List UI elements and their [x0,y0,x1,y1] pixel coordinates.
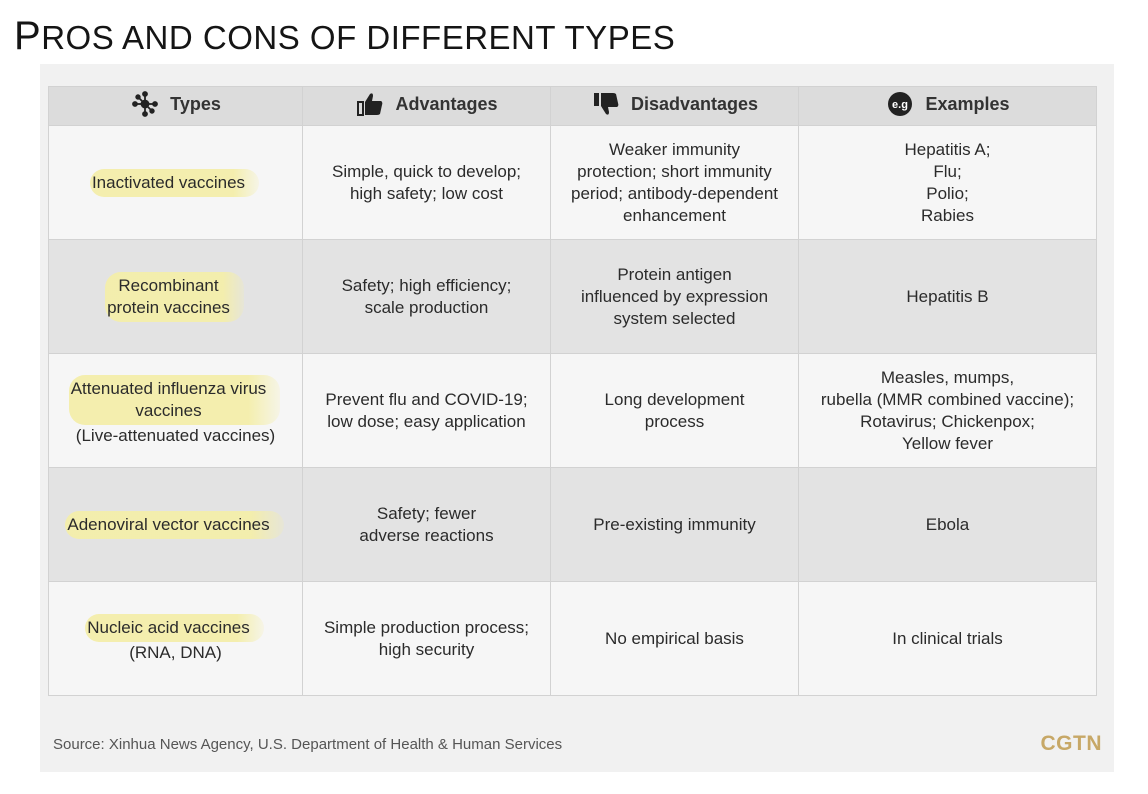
table-row: Adenoviral vector vaccines Safety; fewer… [48,467,1097,582]
examples-cell: Ebola [798,467,1097,582]
thumbs-down-icon [591,91,621,117]
comparison-table: Types Advantages [48,86,1097,696]
advantages-cell: Prevent flu and COVID-19; low dose; easy… [302,353,551,468]
examples-cell: In clinical trials [798,581,1097,696]
thumbs-up-icon [355,91,385,117]
page-title: PROS AND CONS OF DIFFERENT TYPES [14,8,675,66]
disadvantages-line: influenced by expression [580,286,769,306]
disadvantages-line: Pre-existing immunity [593,514,756,534]
advantages-line: Prevent flu and COVID-19; [325,389,528,409]
examples-line: Hepatitis B [906,286,989,306]
examples-line: Flu; [933,161,962,181]
header-examples: e.g Examples [798,86,1097,126]
source-note: Source: Xinhua News Agency, U.S. Departm… [53,736,563,753]
type-cell: Nucleic acid vaccines (RNA, DNA) [48,581,303,696]
advantages-cell: Safety; fewer adverse reactions [302,467,551,582]
advantages-line: high security [378,639,475,659]
table-row: Attenuated influenza virus vaccines (Liv… [48,353,1097,468]
type-label: protein vaccines [107,297,230,317]
eg-badge-icon: e.g [885,91,915,117]
examples-cell: Hepatitis B [798,239,1097,354]
header-disadvantages: Disadvantages [550,86,799,126]
advantages-line: adverse reactions [359,525,494,545]
disadvantages-line: No empirical basis [605,628,744,648]
advantages-line: low dose; easy application [327,411,526,431]
type-highlight: Inactivated vaccines [89,168,260,197]
advantages-cell: Safety; high efficiency; scale productio… [302,239,551,354]
disadvantages-line: protection; short immunity [577,161,772,181]
type-highlight: Recombinant protein vaccines [105,271,244,322]
type-label: Attenuated influenza virus [70,378,267,398]
examples-cell: Measles, mumps, rubella (MMR combined va… [798,353,1097,468]
eg-badge-text: e.g [893,99,909,111]
advantages-line: Simple, quick to develop; [332,161,521,181]
brand-logo: CGTN [1040,732,1102,755]
disadvantages-cell: No empirical basis [550,581,799,696]
examples-line: Ebola [925,514,970,534]
type-note: (RNA, DNA) [129,642,222,662]
examples-line: Rabies [921,205,974,225]
type-label: vaccines [135,400,202,420]
advantages-line: high safety; low cost [349,183,504,203]
header-advantages-label: Advantages [395,93,498,114]
header-types-label: Types [170,93,221,114]
disadvantages-cell: Pre-existing immunity [550,467,799,582]
table-row: Recombinant protein vaccines Safety; hig… [48,239,1097,354]
disadvantages-line: enhancement [622,205,727,225]
examples-cell: Hepatitis A; Flu; Polio; Rabies [798,125,1097,240]
examples-line: Measles, mumps, [880,367,1015,387]
advantages-line: scale production [364,297,489,317]
header-types: Types [48,86,303,126]
type-cell: Recombinant protein vaccines [48,239,303,354]
type-note: (Live-attenuated vaccines) [75,425,276,445]
type-cell: Attenuated influenza virus vaccines (Liv… [48,353,303,468]
molecule-icon [130,90,160,117]
table-header-row: Types Advantages [48,86,1097,126]
type-label: Recombinant [118,275,219,295]
type-highlight: Nucleic acid vaccines [85,613,264,642]
type-highlight: Attenuated influenza virus vaccines [68,374,281,425]
header-examples-label: Examples [925,93,1010,114]
advantages-line: Safety; fewer [376,503,477,523]
disadvantages-line: period; antibody-dependent [571,183,778,203]
examples-line: Yellow fever [901,433,994,453]
type-cell: Inactivated vaccines [48,125,303,240]
header-disadvantages-label: Disadvantages [630,93,759,114]
advantages-cell: Simple, quick to develop; high safety; l… [302,125,551,240]
disadvantages-line: Protein antigen [617,264,732,284]
table-row: Nucleic acid vaccines (RNA, DNA) Simple … [48,581,1097,696]
advantages-line: Simple production process; [323,617,530,637]
examples-line: Polio; [926,183,969,203]
type-label: Inactivated vaccines [91,172,246,192]
disadvantages-line: Long development [604,389,745,409]
disadvantages-cell: Protein antigen influenced by expression… [550,239,799,354]
disadvantages-cell: Weaker immunity protection; short immuni… [550,125,799,240]
header-advantages: Advantages [302,86,551,126]
examples-line: Hepatitis A; [904,139,991,159]
disadvantages-line: Weaker immunity [609,139,740,159]
type-label: Adenoviral vector vaccines [67,514,270,534]
disadvantages-cell: Long development process [550,353,799,468]
advantages-cell: Simple production process; high security [302,581,551,696]
comparison-panel: Types Advantages [40,64,1114,772]
type-cell: Adenoviral vector vaccines [48,467,303,582]
examples-line: In clinical trials [892,628,1003,648]
examples-line: Rotavirus; Chickenpox; [860,411,1035,431]
examples-line: rubella (MMR combined vaccine); [820,389,1075,409]
table-row: Inactivated vaccines Simple, quick to de… [48,125,1097,240]
disadvantages-line: system selected [613,308,736,328]
page-title-rest: ROS AND CONS OF DIFFERENT TYPES [41,19,676,56]
disadvantages-line: process [644,411,705,431]
type-label: Nucleic acid vaccines [87,617,250,637]
page-title-initial: P [14,14,42,58]
advantages-line: Safety; high efficiency; [341,275,512,295]
type-highlight: Adenoviral vector vaccines [65,510,284,539]
